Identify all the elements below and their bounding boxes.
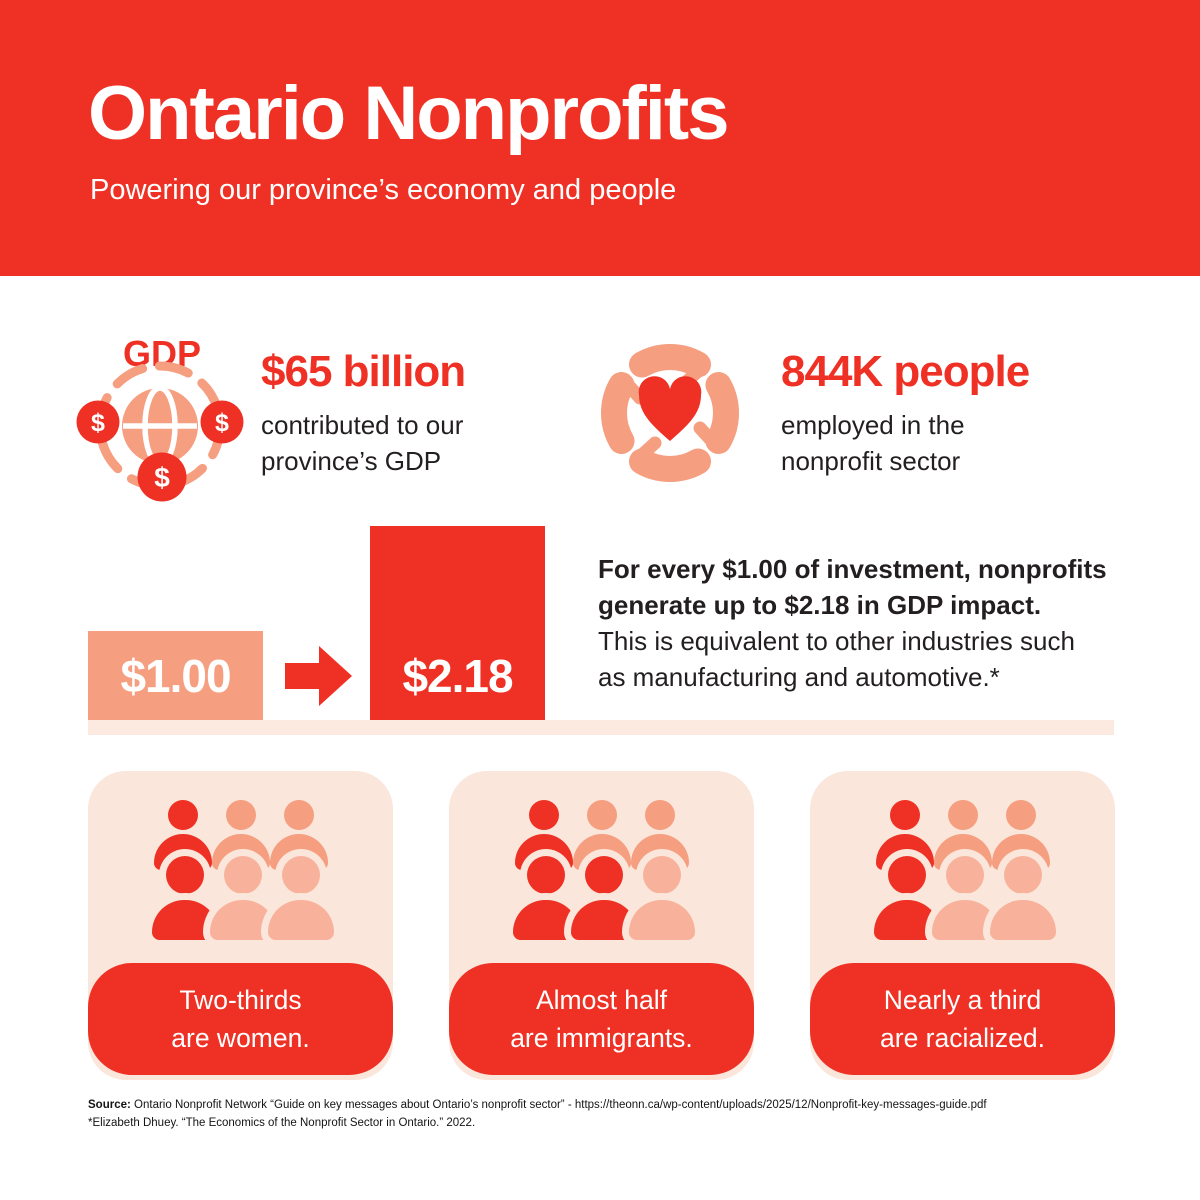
hands-heart-icon bbox=[595, 325, 745, 495]
card-women-label: Two-thirds are women. bbox=[88, 963, 393, 1075]
employment-stat-value: 844K people bbox=[781, 347, 1030, 396]
person-icon bbox=[514, 800, 573, 870]
stat-employment: 844K people employed in the nonprofit se… bbox=[595, 325, 1030, 495]
card-immigrants-label: Almost half are immigrants. bbox=[449, 963, 754, 1075]
svg-text:$: $ bbox=[215, 409, 229, 437]
person-icon bbox=[572, 800, 631, 870]
dollar-badge-bottom: $ bbox=[137, 452, 187, 502]
gdp-stat-value: $65 billion bbox=[261, 347, 466, 396]
chart-baseline bbox=[88, 720, 1114, 735]
person-icon bbox=[209, 856, 276, 940]
arrow-right-icon bbox=[285, 646, 352, 706]
source-footnote: Source: Ontario Nonprofit Network “Guide… bbox=[88, 1096, 1128, 1133]
source-line-2: *Elizabeth Dhuey. “The Economics of the … bbox=[88, 1117, 476, 1130]
stat-gdp: GDP $ $ $ bbox=[76, 325, 595, 503]
person-icon bbox=[512, 856, 579, 940]
stats-row: GDP $ $ $ bbox=[0, 276, 1200, 503]
bar-investment-label: $1.00 bbox=[120, 649, 231, 702]
hands-ring bbox=[601, 344, 739, 482]
source-citation: Ontario Nonprofit Network “Guide on key … bbox=[134, 1099, 987, 1111]
people-group-icon bbox=[151, 800, 334, 940]
employment-stat-text: 844K people employed in the nonprofit se… bbox=[781, 325, 1030, 479]
person-icon bbox=[267, 856, 334, 940]
demographics-row: Two-thirds are women. Almost half are im… bbox=[88, 771, 1115, 1080]
people-group-icon bbox=[512, 800, 695, 940]
person-icon bbox=[628, 856, 695, 940]
source-line-1: Source: Ontario Nonprofit Network “Guide… bbox=[88, 1096, 1128, 1114]
bar-gdp-impact-label: $2.18 bbox=[402, 650, 513, 702]
bar-gdp-impact: $2.18 bbox=[370, 526, 545, 720]
employment-stat-description: employed in the nonprofit sector bbox=[781, 410, 965, 477]
person-icon bbox=[873, 856, 940, 940]
investment-section: $1.00 $2.18 For every $1.00 of investmen… bbox=[88, 526, 1114, 735]
gdp-stat-text: $65 billion contributed to our province’… bbox=[261, 325, 466, 479]
header-banner: Ontario Nonprofits Powering our province… bbox=[0, 0, 1200, 276]
bar-investment: $1.00 bbox=[88, 631, 263, 720]
source-label: Source: bbox=[88, 1099, 131, 1111]
page-title: Ontario Nonprofits bbox=[88, 71, 730, 156]
card-racialized: Nearly a third are racialized. bbox=[810, 771, 1115, 1080]
gdp-globe-icon: GDP $ $ $ bbox=[76, 325, 244, 503]
people-group-icon bbox=[873, 800, 1056, 940]
svg-text:$: $ bbox=[91, 409, 105, 437]
person-icon bbox=[989, 856, 1056, 940]
dollar-badge-left: $ bbox=[76, 400, 120, 444]
gdp-stat-description: contributed to our province’s GDP bbox=[261, 410, 464, 477]
investment-annotation: For every $1.00 of investment, nonprofit… bbox=[598, 554, 1107, 692]
person-icon bbox=[991, 800, 1050, 870]
page-subtitle: Powering our province’s economy and peop… bbox=[90, 174, 677, 206]
card-immigrants: Almost half are immigrants. bbox=[449, 771, 754, 1080]
person-icon bbox=[570, 856, 637, 940]
card-racialized-label: Nearly a third are racialized. bbox=[810, 963, 1115, 1075]
person-icon bbox=[875, 800, 934, 870]
card-women: Two-thirds are women. bbox=[88, 771, 393, 1080]
person-icon bbox=[931, 856, 998, 940]
person-icon bbox=[151, 856, 218, 940]
svg-text:$: $ bbox=[154, 462, 170, 493]
heart-icon bbox=[638, 376, 702, 441]
dollar-badge-right: $ bbox=[200, 400, 244, 444]
